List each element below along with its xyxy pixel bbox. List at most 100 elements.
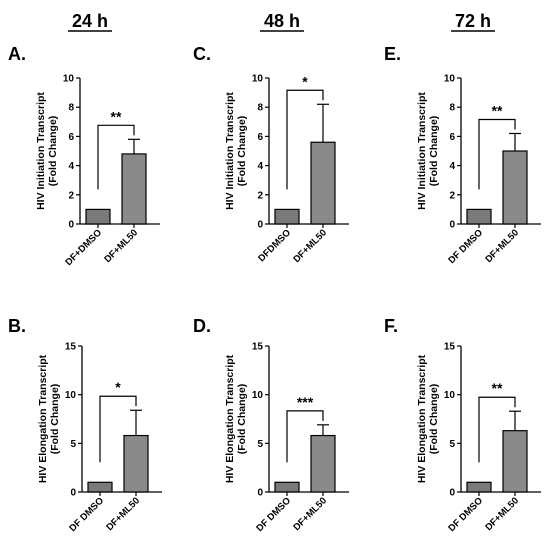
panel-f: F. 0 5 10 15 HIV Elongation Transcript(Fold C…: [384, 316, 541, 534]
y-tick-label: 2: [257, 190, 263, 201]
x-category-label: DF+ML50: [483, 495, 521, 533]
bar-dfdmso: [274, 208, 300, 225]
column-title-text: 72 h: [455, 11, 491, 31]
y-tick-label: 0: [70, 488, 76, 499]
y-tick-label: 10: [63, 74, 75, 85]
y-tick-label: 6: [68, 132, 74, 143]
x-category-label: DF DMSO: [254, 495, 293, 534]
bar-df-dmso: [466, 481, 492, 493]
panel-e: E. 0 2 4 6 8 10 HIV Initiation Transcript(Fold …: [384, 44, 541, 266]
bar-df-ml50: [502, 150, 528, 225]
y-axis-label: HIV Elongation Transcript(Fold Change): [224, 354, 248, 483]
y-tick-label: 6: [257, 132, 263, 143]
panel-c: C. 0 2 4 6 8 10 HIV Initiation Transcript(Fold …: [193, 44, 349, 265]
y-tick-label: 5: [449, 439, 455, 450]
y-axis-label-line: HIV Elongation Transcript: [224, 354, 236, 483]
panel-letter: D.: [193, 316, 211, 336]
column-title-72h: 72 h: [451, 11, 495, 32]
y-tick-label: 2: [449, 190, 455, 201]
y-axis-label-line: HIV Initiation Transcript: [224, 92, 236, 210]
x-category-label: DF DMSO: [67, 495, 106, 534]
y-axis-label: HIV Initiation Transcript(Fold Change): [224, 92, 248, 210]
x-category-label: DF+ML50: [104, 495, 142, 533]
panel-a: A. 0 2 4 6 8 10 HIV Initiation Transcript(Fold …: [8, 44, 160, 268]
y-tick-label: 15: [65, 342, 77, 353]
x-category-label: DF+ML50: [291, 495, 329, 533]
significance-bracket: [478, 118, 516, 190]
column-title-text: 24 h: [72, 11, 108, 31]
y-axis-label-line: HIV Elongation Transcript: [416, 354, 428, 483]
y-tick-label: 10: [444, 390, 456, 401]
y-axis-label-line: HIV Elongation Transcript: [37, 354, 49, 483]
y-tick-label: 4: [68, 161, 74, 172]
y-axis-label-line: (Fold Change): [236, 116, 248, 187]
significance-marker: *: [115, 379, 121, 395]
y-tick-label: 15: [252, 342, 264, 353]
y-axis-label-line: HIV Initiation Transcript: [416, 92, 428, 210]
y-tick-label: 2: [68, 190, 74, 201]
y-tick-label: 5: [70, 439, 76, 450]
significance-marker: **: [492, 380, 503, 396]
y-tick-label: 10: [444, 74, 456, 85]
bar-df-ml50: [123, 434, 149, 493]
panel-letter: F.: [384, 316, 398, 336]
y-tick-label: 4: [257, 161, 263, 172]
bar-df-ml50: [310, 141, 336, 225]
x-category-label: DF+ML50: [483, 227, 521, 265]
y-tick-label: 0: [257, 488, 263, 499]
significance-bracket: [478, 396, 516, 463]
x-category-label: DF+ML50: [102, 227, 140, 265]
y-tick-label: 0: [257, 220, 263, 231]
y-tick-label: 8: [449, 103, 455, 114]
significance-bracket: [286, 89, 324, 190]
y-tick-label: 0: [449, 220, 455, 231]
panel-letter: E.: [384, 44, 401, 64]
bar-df-ml50: [310, 434, 336, 493]
y-tick-label: 10: [65, 390, 77, 401]
y-axis-label: HIV Initiation Transcript(Fold Change): [35, 92, 59, 210]
y-tick-label: 4: [449, 161, 455, 172]
column-title-24h: 24 h: [68, 11, 112, 32]
y-tick-label: 5: [257, 439, 263, 450]
y-tick-label: 8: [257, 103, 263, 114]
x-category-label: DF DMSO: [446, 495, 485, 534]
panel-b: B. 0 5 10 15 HIV Elongation Transcript(Fold C…: [8, 316, 162, 534]
y-tick-label: 0: [449, 488, 455, 499]
column-title-text: 48 h: [264, 11, 300, 31]
y-tick-label: 15: [444, 342, 456, 353]
y-tick-label: 8: [68, 103, 74, 114]
significance-bracket: [286, 410, 324, 463]
panel-d: D. 0 5 10 15 HIV Elongation Transcript(Fold C…: [193, 316, 349, 534]
x-category-label: DF DMSO: [446, 227, 485, 266]
panel-letter: A.: [8, 44, 26, 64]
significance-marker: *: [302, 73, 308, 89]
bar-df-dmso: [466, 208, 492, 225]
x-category-label: DFDMSO: [256, 227, 293, 264]
panel-letter: C.: [193, 44, 211, 64]
y-axis-label: HIV Initiation Transcript(Fold Change): [416, 92, 440, 210]
y-tick-label: 10: [252, 74, 264, 85]
x-category-label: DF+DMSO: [63, 227, 104, 268]
y-axis-label: HIV Elongation Transcript(Fold Change): [416, 354, 440, 483]
significance-marker: ***: [297, 394, 314, 410]
significance-marker: **: [492, 102, 503, 118]
y-axis-label-line: (Fold Change): [47, 116, 59, 187]
y-axis-label-line: (Fold Change): [49, 384, 61, 455]
panel-letter: B.: [8, 316, 26, 336]
significance-bracket: [97, 124, 135, 190]
bar-df-dmso: [87, 481, 113, 493]
y-tick-label: 0: [68, 220, 74, 231]
y-axis-label-line: (Fold Change): [428, 384, 440, 455]
bar-df-ml50: [502, 430, 528, 493]
significance-bracket: [99, 395, 137, 463]
significance-marker: **: [111, 108, 122, 124]
column-title-48h: 48 h: [260, 11, 304, 32]
bar-df-dmso: [85, 208, 111, 225]
y-axis-label: HIV Elongation Transcript(Fold Change): [37, 354, 61, 483]
y-axis-label-line: (Fold Change): [236, 384, 248, 455]
y-tick-label: 10: [252, 390, 264, 401]
bar-df-dmso: [274, 481, 300, 493]
